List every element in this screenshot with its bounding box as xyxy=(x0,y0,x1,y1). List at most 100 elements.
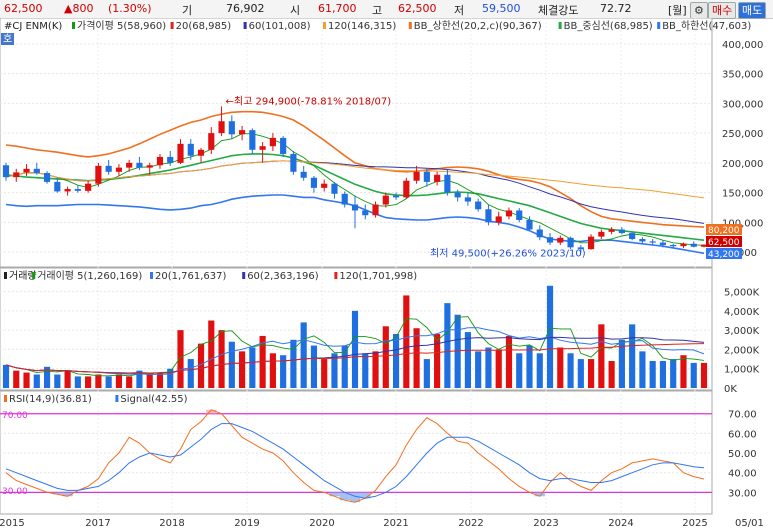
rsi-line xyxy=(5,409,705,503)
price-legend-entry: BB_상한선(20,2,c)(90,367) xyxy=(414,20,542,32)
rsi-lines xyxy=(0,409,712,503)
strength-label: 체결강도 xyxy=(538,4,579,17)
rsi-low-level: 30.00 xyxy=(2,487,28,497)
candle-body xyxy=(228,121,235,135)
candle-body xyxy=(598,231,605,237)
candle-body xyxy=(115,167,122,172)
candle-body xyxy=(505,210,513,217)
high-price: 62,500 xyxy=(398,2,437,15)
volume-bar xyxy=(64,370,71,388)
volume-bar xyxy=(85,376,92,388)
volume-bar xyxy=(2,364,10,388)
volume-bar xyxy=(670,359,677,388)
volume-bar xyxy=(372,351,379,388)
rsi-legend: RSI(14,9)(36.81) Signal(42.55) xyxy=(4,394,188,405)
candle-body xyxy=(54,181,61,192)
volume-bar xyxy=(608,361,615,388)
rsi-oversold-fill xyxy=(329,492,340,497)
candle-body xyxy=(290,153,297,172)
volume-bar xyxy=(454,314,461,388)
candle-body xyxy=(95,165,102,184)
candle-body xyxy=(659,242,667,245)
volume-tick-label: 2,000K xyxy=(724,345,760,356)
rsi-legend-entry: Signal(42.55) xyxy=(120,394,187,405)
volume-bar xyxy=(187,359,194,388)
candle-body xyxy=(331,183,338,194)
volume-bar xyxy=(557,347,564,388)
volume-legend-swatch xyxy=(334,272,338,279)
volume-bar xyxy=(269,353,276,388)
settings-button[interactable]: ⚙ xyxy=(690,2,708,19)
candle-body xyxy=(218,121,225,134)
volume-bar xyxy=(300,322,307,388)
candle-body xyxy=(126,162,133,168)
candle-body xyxy=(74,189,81,191)
volume-ma5-line xyxy=(5,316,705,377)
period-selector[interactable]: [월] xyxy=(668,4,687,17)
rsi-oversold-fill xyxy=(360,492,371,499)
volume-bar xyxy=(362,353,369,388)
candle-body xyxy=(280,137,287,154)
volume-bar xyxy=(700,362,708,388)
rsi-legend-entry: RSI(14,9)(36.81) xyxy=(9,394,92,405)
volume-bar xyxy=(392,334,400,388)
candle-body xyxy=(403,180,410,198)
price-tick-label: 350,000 xyxy=(722,70,763,81)
high-label: 고 xyxy=(372,4,383,17)
volume-bar xyxy=(464,332,471,388)
rsi-signal-line xyxy=(5,423,705,499)
price-legend-entry: BB_중심선(68,985) xyxy=(564,20,653,32)
price-legend-entry: 20(68,985) xyxy=(176,21,232,32)
volume-bar xyxy=(577,359,584,388)
volume-bar xyxy=(43,366,51,388)
x-tick-label: 2017 xyxy=(85,518,110,529)
side-tag: 호 xyxy=(3,33,12,45)
candle-body xyxy=(167,156,174,163)
candle-body xyxy=(536,229,543,238)
rsi-oversold-fill xyxy=(52,492,63,495)
candle-body xyxy=(639,239,646,242)
volume-bar xyxy=(280,355,287,388)
price-legend-entry: BB_하한선(47,603) xyxy=(662,19,751,32)
volume-bar xyxy=(659,361,667,388)
volume-bar xyxy=(115,374,122,388)
candle-body xyxy=(2,165,10,178)
candle-body xyxy=(239,130,246,135)
volume-bar xyxy=(290,339,297,388)
rsi-tick-label: 60.00 xyxy=(728,429,757,440)
candle-body xyxy=(567,237,574,248)
low-price: 59,500 xyxy=(482,2,521,15)
candle-body xyxy=(413,171,420,181)
volume-bar xyxy=(351,310,359,388)
high-annotation: ←최고 294,900(-78.81% 2018/07) xyxy=(226,95,392,107)
candle-body xyxy=(546,237,554,243)
volume-bar xyxy=(218,330,225,388)
rsi-tick-label: 40.00 xyxy=(728,469,757,480)
price-change: ▲800 xyxy=(64,2,94,15)
volume-bar xyxy=(403,295,410,388)
side-tag-bg xyxy=(1,33,14,45)
stock-chart[interactable]: 400,000 350,000 300,000 250,000 200,000 150,0… xyxy=(0,18,773,529)
sell-button[interactable]: 매도 xyxy=(738,2,767,19)
volume-bar xyxy=(588,359,595,388)
gi-label: 기 xyxy=(182,4,193,17)
price-change-pct: (1.30%) xyxy=(108,2,152,15)
volume-bar xyxy=(259,335,266,388)
volume-bars xyxy=(2,285,708,388)
strength-value: 72.72 xyxy=(600,2,632,15)
price-tick-label: 250,000 xyxy=(722,129,763,140)
volume-legend: 거래량 거래이평 5(1,260,169) 20(1,761,637) 60(2,36… xyxy=(4,270,417,282)
open-price: 61,700 xyxy=(318,2,357,15)
volume-bar xyxy=(567,353,574,388)
rsi-oversold-fill xyxy=(534,492,545,497)
buy-button[interactable]: 매수 xyxy=(708,2,737,19)
candle-body xyxy=(680,243,687,247)
candle-body xyxy=(629,233,636,240)
candle-body xyxy=(105,165,112,172)
volume-bar xyxy=(33,374,40,388)
candle-body xyxy=(177,143,184,163)
volume-bar xyxy=(618,339,625,388)
low-annotation: 최저 49,500(+26.26% 2023/10) xyxy=(430,247,586,259)
volume-legend-swatch xyxy=(4,272,7,279)
